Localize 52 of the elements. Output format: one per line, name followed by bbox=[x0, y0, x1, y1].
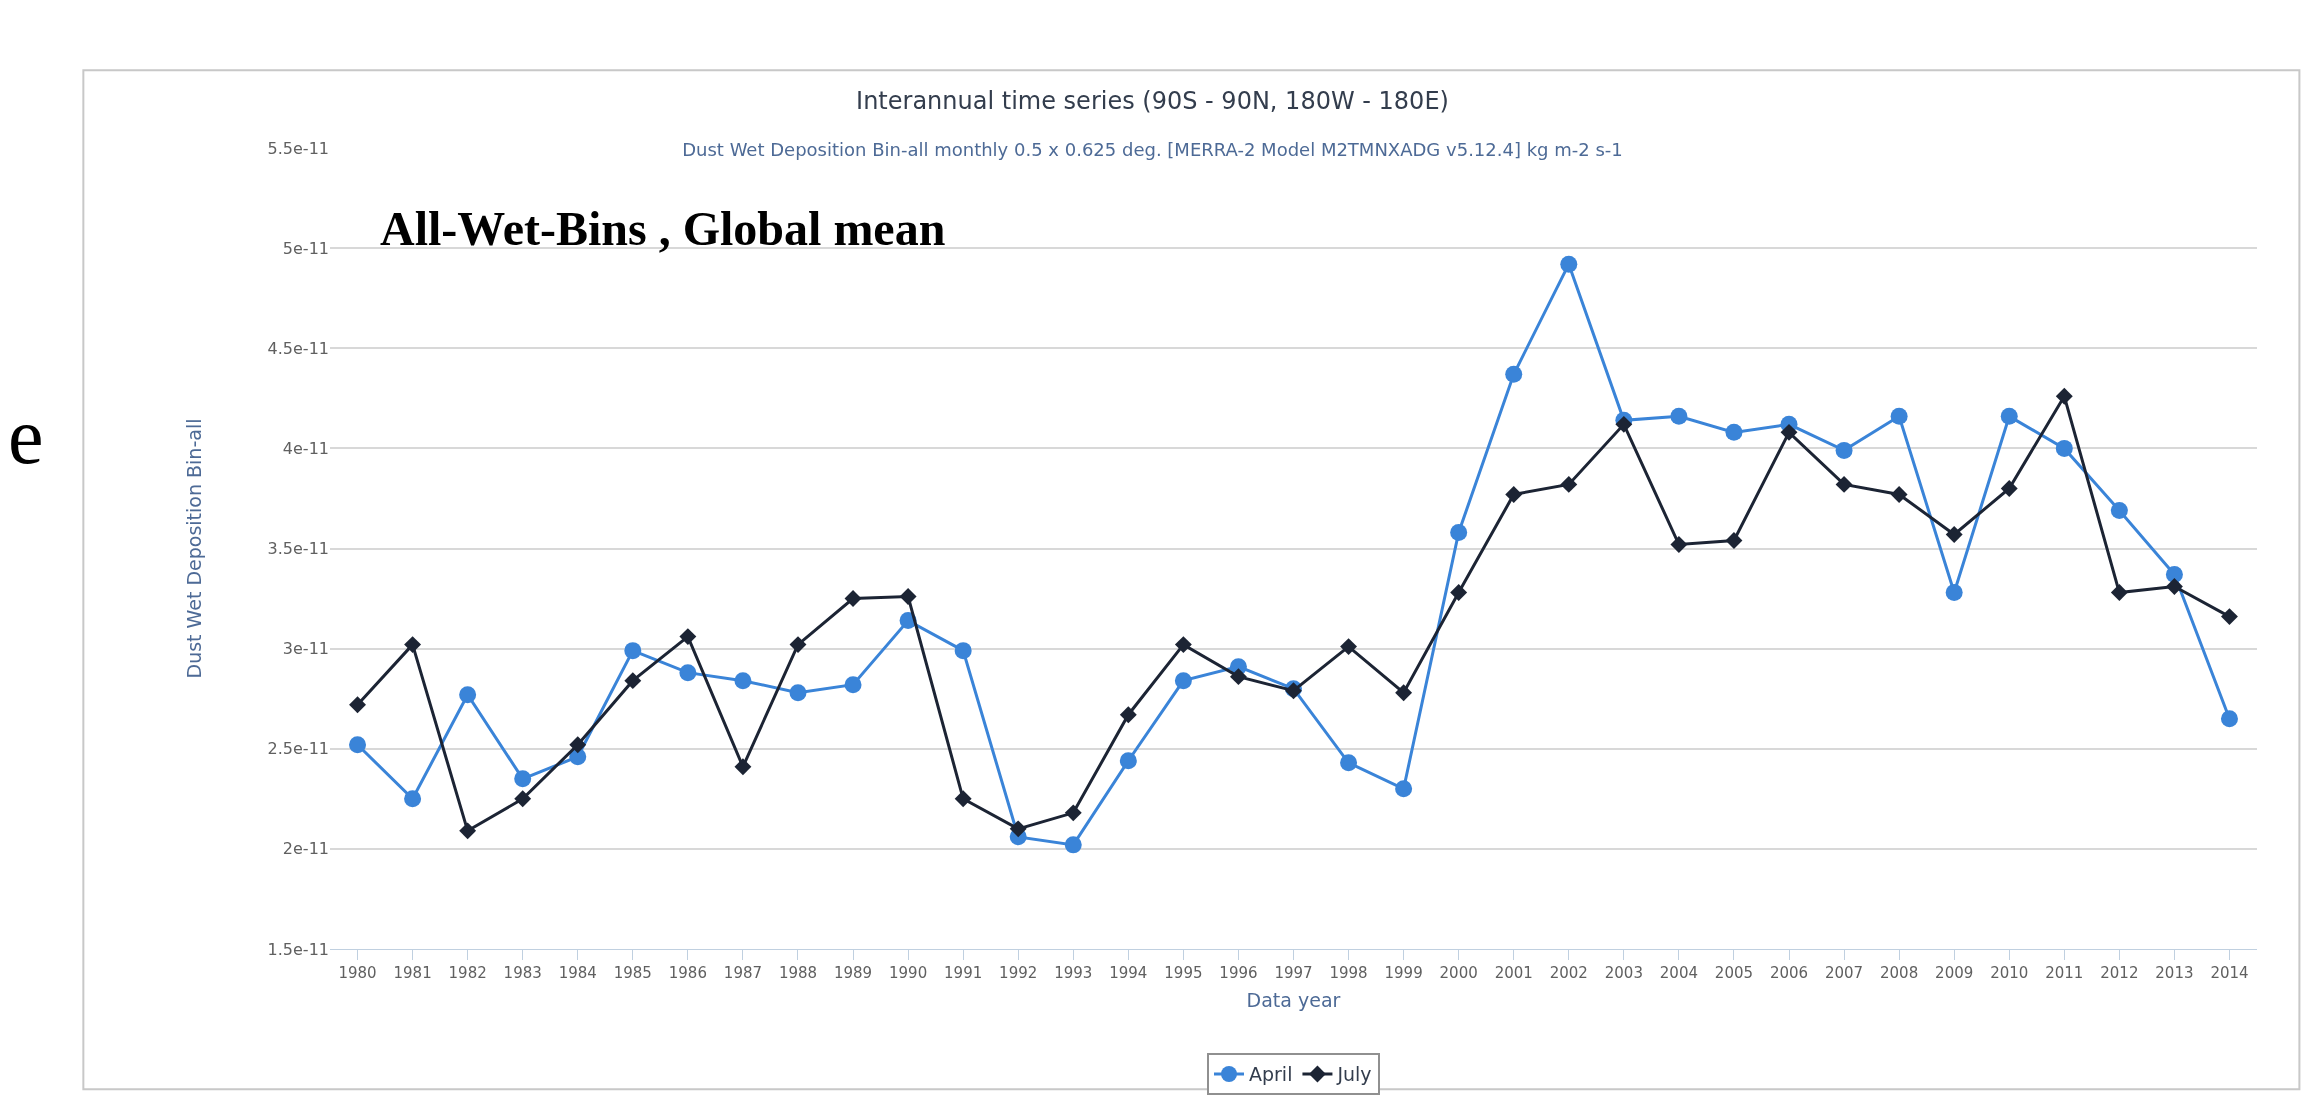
x-tick-label: 1999 bbox=[1384, 964, 1423, 982]
x-tick-label: 2012 bbox=[2100, 964, 2139, 982]
chart-title: Interannual time series (90S - 90N, 180W - 180E) bbox=[856, 86, 1449, 115]
x-tick-label: 1981 bbox=[393, 964, 432, 982]
x-tick-label: 1980 bbox=[338, 964, 377, 982]
annotation: All-Wet-Bins , Global mean bbox=[380, 202, 946, 255]
x-tick-label: 2005 bbox=[1714, 964, 1754, 982]
x-tick-label: 1987 bbox=[723, 964, 763, 982]
y-tick-label: 3e-11 bbox=[282, 639, 329, 659]
x-tick-label: 2010 bbox=[1990, 964, 2029, 982]
legend-label: July bbox=[1336, 1063, 1372, 1086]
y-tick-label: 3.5e-11 bbox=[267, 539, 329, 559]
x-tick-label: 1984 bbox=[558, 964, 597, 982]
x-axis-title: Data year bbox=[1246, 988, 1341, 1011]
x-tick-label: 2006 bbox=[1769, 964, 1809, 982]
y-tick-label: 4e-11 bbox=[282, 438, 329, 458]
x-tick-label: 1996 bbox=[1219, 964, 1258, 982]
x-tick-label: 1997 bbox=[1274, 964, 1313, 982]
x-tick-label: 2008 bbox=[1880, 964, 1919, 982]
chart-subtitle: Dust Wet Deposition Bin-all monthly 0.5 x 0.625 deg. [MERRA-2 Model M2TMNXADG v5.12.4] kg m-2 s-1 bbox=[682, 139, 1623, 161]
x-tick-label: 2011 bbox=[2045, 964, 2084, 982]
y-tick-label: 1.5e-11 bbox=[267, 939, 329, 959]
x-tick-label: 2001 bbox=[1494, 964, 1533, 982]
y-tick-label: 2.5e-11 bbox=[267, 739, 329, 759]
x-tick-label: 1982 bbox=[448, 964, 487, 982]
x-tick-label: 1994 bbox=[1109, 964, 1148, 982]
x-tick-label: 2000 bbox=[1439, 964, 1478, 982]
y-tick-label: 5e-11 bbox=[282, 238, 329, 258]
y-axis-title: Dust Wet Deposition Bin-all bbox=[183, 418, 206, 679]
x-tick-label: 1985 bbox=[613, 964, 652, 982]
x-tick-label: 1986 bbox=[668, 964, 707, 982]
x-tick-label: 1995 bbox=[1164, 964, 1203, 982]
y-tick-label: 2e-11 bbox=[282, 839, 329, 859]
x-tick-label: 2009 bbox=[1935, 964, 1974, 982]
x-tick-label: 1993 bbox=[1054, 964, 1093, 982]
x-tick-label: 2013 bbox=[2155, 964, 2194, 982]
x-tick-label: 1990 bbox=[889, 964, 928, 982]
y-tick-label: 5.5e-11 bbox=[267, 138, 329, 158]
x-tick-label: 2004 bbox=[1659, 964, 1698, 982]
x-tick-label: 1989 bbox=[833, 964, 873, 982]
x-tick-label: 1983 bbox=[503, 964, 542, 982]
legend-label: April bbox=[1249, 1063, 1293, 1086]
x-tick-label: 2007 bbox=[1824, 964, 1864, 982]
y-tick-label: 4.5e-11 bbox=[267, 338, 329, 358]
x-tick-label: 1991 bbox=[944, 964, 983, 982]
x-tick-label: 1998 bbox=[1329, 964, 1368, 982]
text: e bbox=[8, 392, 44, 480]
x-tick-label: 1988 bbox=[778, 964, 818, 982]
x-tick-label: 2002 bbox=[1549, 964, 1588, 982]
x-tick-label: 2003 bbox=[1604, 964, 1643, 982]
x-tick-label: 1992 bbox=[999, 964, 1038, 982]
x-tick-label: 2014 bbox=[2210, 964, 2249, 982]
